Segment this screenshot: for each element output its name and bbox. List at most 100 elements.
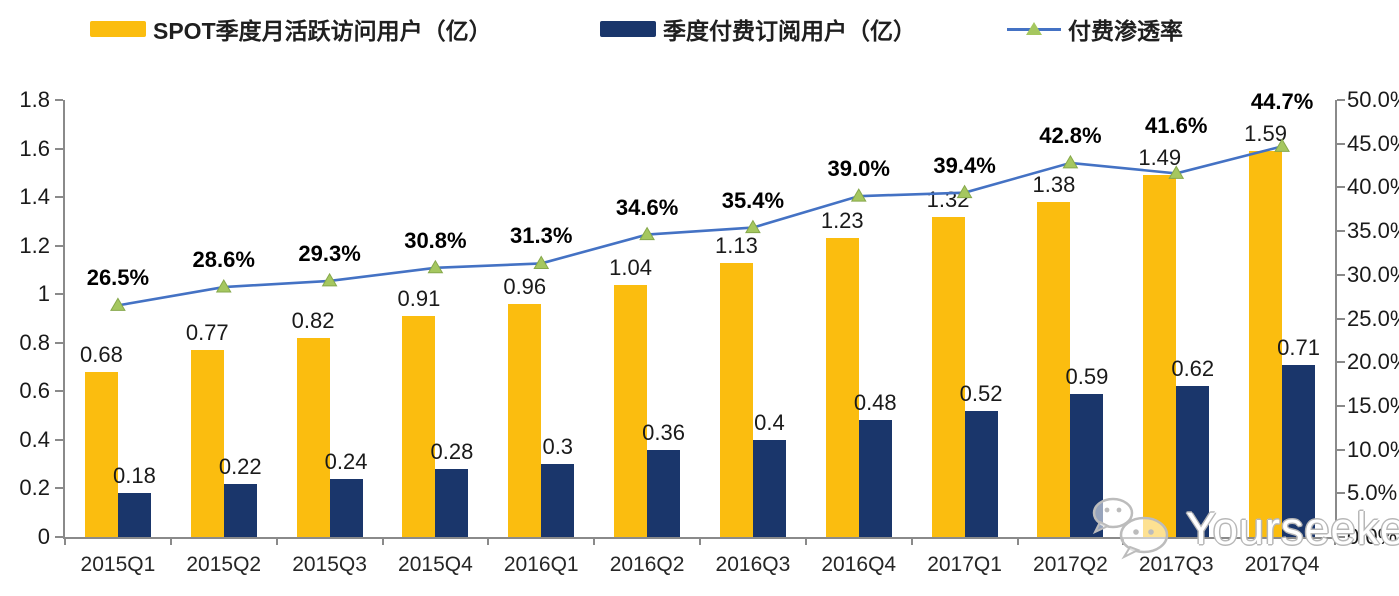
left-axis-tick xyxy=(55,147,63,150)
subs-bar-2016Q3 xyxy=(752,439,786,537)
subs-value-label-2015Q4: 0.28 xyxy=(430,439,474,465)
right-axis-tick-label: 15.0% xyxy=(1347,392,1399,418)
x-axis-category-label: 2016Q1 xyxy=(503,553,579,576)
penetration-marker-2015Q1 xyxy=(110,297,126,311)
left-axis-tick xyxy=(55,99,63,101)
penetration-marker-2016Q3 xyxy=(745,219,761,234)
mau-value-label-2015Q2: 0.77 xyxy=(185,320,229,346)
mau-value-label-2017Q1: 1.32 xyxy=(926,186,970,212)
left-axis-tick-label: 0 xyxy=(37,524,50,549)
mau-bar-2015Q4 xyxy=(402,316,436,537)
mau-value-label-2016Q3: 1.13 xyxy=(714,232,758,258)
penetration-label-2016Q4: 39.0% xyxy=(827,156,890,182)
penetration-label-2017Q2: 42.8% xyxy=(1039,122,1102,148)
penetration-line xyxy=(117,145,1283,307)
subs-bar-2017Q1 xyxy=(964,410,998,537)
legend-item-mau: SPOT季度月活跃访问用户（亿） xyxy=(90,14,492,44)
right-axis-tick xyxy=(1337,404,1345,407)
legend-item-subs: 季度付费订阅用户（亿） xyxy=(600,14,916,44)
bottom-axis-tick xyxy=(275,537,278,545)
bottom-axis-tick xyxy=(169,537,172,545)
right-axis-tick-label: 40.0% xyxy=(1347,174,1399,200)
bottom-axis-tick xyxy=(487,537,490,545)
right-axis-tick-label: 25.0% xyxy=(1347,305,1399,331)
bottom-axis-tick xyxy=(64,537,66,545)
subs-bar-2015Q4 xyxy=(435,469,469,537)
left-axis-line xyxy=(63,100,65,537)
left-axis-tick-label: 1.2 xyxy=(19,232,50,258)
right-axis-tick-label: 20.0% xyxy=(1347,349,1399,375)
subs-bar-2016Q2 xyxy=(647,449,681,537)
penetration-legend-line-icon xyxy=(1007,21,1061,37)
bottom-axis-tick xyxy=(699,537,701,545)
mau-value-label-2015Q4: 0.91 xyxy=(397,286,441,312)
mau-value-label-2015Q3: 0.82 xyxy=(291,307,335,333)
mau-bar-2017Q1 xyxy=(931,216,965,537)
watermark: Yourseeker xyxy=(1086,496,1399,562)
penetration-label-2016Q2: 34.6% xyxy=(615,194,679,220)
right-axis-tick-label: 30.0% xyxy=(1347,261,1399,287)
right-axis-line xyxy=(1335,100,1337,537)
mau-bar-2015Q2 xyxy=(190,350,224,537)
left-axis-tick-label: 0.6 xyxy=(19,378,50,404)
mau-bar-2016Q1 xyxy=(508,303,542,537)
subs-value-label-2015Q2: 0.22 xyxy=(218,453,262,479)
bottom-axis-tick xyxy=(910,537,913,545)
penetration-label-2017Q1: 39.4% xyxy=(933,152,996,178)
subs-value-label-2016Q3: 0.4 xyxy=(754,409,785,435)
left-axis-tick-label: 0.2 xyxy=(19,475,50,501)
watermark-text: Yourseeker xyxy=(1186,503,1399,554)
mau-value-label-2016Q1: 0.96 xyxy=(503,273,547,299)
penetration-marker-2015Q2 xyxy=(215,279,232,293)
left-axis-tick-label: 1.4 xyxy=(19,184,50,210)
mau-value-label-2016Q4: 1.23 xyxy=(820,208,864,234)
subs-bar-2017Q3 xyxy=(1176,386,1210,537)
penetration-label-2015Q3: 29.3% xyxy=(298,240,361,266)
mau-bar-2015Q1 xyxy=(84,371,118,537)
penetration-marker-2015Q4 xyxy=(427,259,444,274)
penetration-marker-2017Q2 xyxy=(1062,154,1079,169)
bottom-axis-tick xyxy=(804,537,807,545)
subs-value-label-2017Q3: 0.62 xyxy=(1171,356,1215,382)
subs-bar-2017Q4 xyxy=(1282,364,1316,537)
left-axis-tick-label: 1.8 xyxy=(19,87,50,112)
mau-legend-swatch-icon xyxy=(90,21,146,37)
right-axis-tick-label: 5.0% xyxy=(1347,480,1398,506)
left-axis-tick xyxy=(55,438,63,441)
right-axis-tick xyxy=(1337,230,1345,233)
right-axis-tick xyxy=(1337,492,1345,495)
x-axis-category-label: 2017Q1 xyxy=(927,553,1002,576)
right-axis-tick xyxy=(1337,536,1345,538)
subs-value-label-2015Q3: 0.24 xyxy=(324,448,368,474)
x-axis-category-label: 2015Q2 xyxy=(186,553,262,576)
right-axis-tick xyxy=(1337,361,1345,364)
mau-value-label-2017Q3: 1.49 xyxy=(1138,145,1182,171)
subs-value-label-2016Q1: 0.3 xyxy=(542,434,574,460)
subs-value-label-2016Q2: 0.36 xyxy=(642,419,685,445)
x-axis-category-label: 2016Q2 xyxy=(609,553,685,576)
left-axis-tick xyxy=(55,244,63,247)
right-axis-tick xyxy=(1337,448,1345,451)
penetration-marker-2016Q1 xyxy=(533,255,550,269)
right-axis-tick xyxy=(1337,142,1345,145)
left-axis-tick xyxy=(55,390,63,393)
mau-value-label-2015Q1: 0.68 xyxy=(79,341,123,367)
right-axis-tick xyxy=(1337,186,1345,189)
subs-value-label-2017Q2: 0.59 xyxy=(1065,363,1109,389)
right-axis-tick-label: 0.0% xyxy=(1347,524,1398,549)
mau-value-label-2017Q2: 1.38 xyxy=(1032,171,1076,197)
penetration-label-2015Q4: 30.8% xyxy=(404,227,467,253)
mau-value-label-2016Q2: 1.04 xyxy=(609,254,652,280)
x-axis-category-label: 2015Q4 xyxy=(398,553,473,576)
penetration-label-2015Q2: 28.6% xyxy=(192,247,255,273)
left-axis-tick-label: 0.4 xyxy=(19,426,50,452)
subs-value-label-2015Q1: 0.18 xyxy=(112,463,156,489)
subs-bar-2015Q2 xyxy=(223,483,257,537)
mau-bar-2015Q3 xyxy=(296,337,330,537)
subs-bar-2015Q1 xyxy=(117,493,151,537)
x-axis-category-label: 2015Q3 xyxy=(292,553,367,576)
x-axis-category-label: 2017Q2 xyxy=(1033,553,1108,576)
subs-bar-2016Q1 xyxy=(541,464,575,537)
subs-value-label-2017Q1: 0.52 xyxy=(959,380,1003,406)
right-axis-tick xyxy=(1337,99,1345,101)
